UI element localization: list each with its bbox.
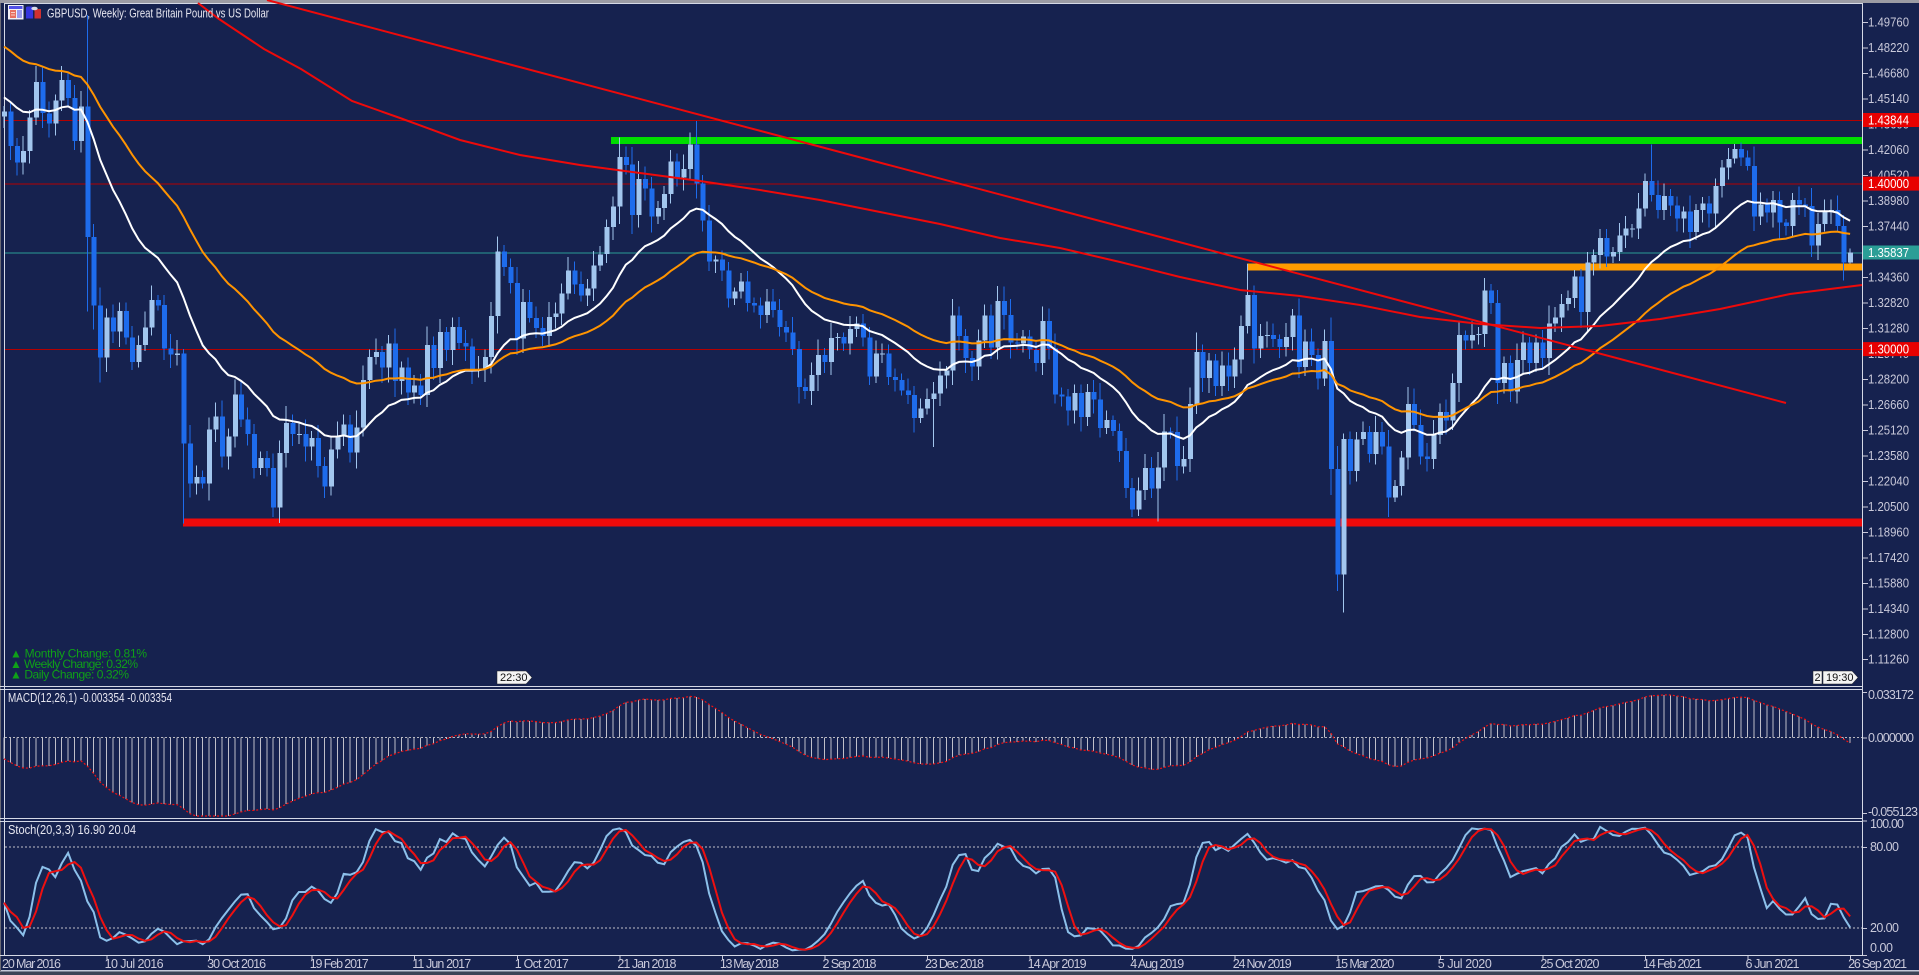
svg-text:19:30: 19:30 [1826, 672, 1854, 684]
svg-text:1 Oct 2017: 1 Oct 2017 [515, 957, 569, 971]
svg-text:1.31280: 1.31280 [1868, 321, 1909, 335]
svg-text:100.00: 100.00 [1870, 817, 1904, 831]
svg-text:1.46680: 1.46680 [1868, 67, 1909, 81]
svg-text:0.000000: 0.000000 [1868, 731, 1914, 745]
svg-text:▲ Weekly Change: 0.32%: ▲ Weekly Change: 0.32% [10, 657, 138, 671]
svg-text:0.00: 0.00 [1870, 941, 1893, 955]
svg-text:24 Nov 2019: 24 Nov 2019 [1233, 957, 1292, 971]
svg-text:1.40000: 1.40000 [1868, 177, 1909, 191]
svg-text:-0.055123: -0.055123 [1868, 805, 1918, 819]
svg-text:25 Oct 2020: 25 Oct 2020 [1540, 957, 1599, 971]
svg-text:6 Jun 2021: 6 Jun 2021 [1746, 957, 1800, 971]
svg-text:11 Jun 2017: 11 Jun 2017 [412, 957, 471, 971]
svg-text:1.11260: 1.11260 [1868, 653, 1909, 667]
svg-text:21 Jan 2018: 21 Jan 2018 [617, 957, 676, 971]
svg-text:22:30: 22:30 [500, 672, 528, 684]
svg-text:14 Apr 2019: 14 Apr 2019 [1028, 957, 1087, 971]
svg-text:1.28200: 1.28200 [1868, 372, 1909, 386]
svg-text:1.30000: 1.30000 [1868, 343, 1909, 357]
svg-text:1.26660: 1.26660 [1868, 398, 1909, 412]
svg-text:GBPUSD, Weekly: Great Britain: GBPUSD, Weekly: Great Britain Pound vs U… [47, 6, 269, 21]
svg-text:1.14340: 1.14340 [1868, 602, 1909, 616]
svg-text:1.34360: 1.34360 [1868, 270, 1909, 284]
svg-text:5 Jul 2020: 5 Jul 2020 [1438, 957, 1492, 971]
svg-text:14 Feb 2021: 14 Feb 2021 [1643, 957, 1702, 971]
svg-text:80.00: 80.00 [1870, 840, 1899, 854]
svg-text:1.23580: 1.23580 [1868, 449, 1909, 463]
svg-text:19 Feb 2017: 19 Feb 2017 [310, 957, 369, 971]
svg-text:1.37440: 1.37440 [1868, 220, 1909, 234]
svg-text:1.20500: 1.20500 [1868, 500, 1909, 514]
svg-text:MACD(12,26,1) -0.003354 -0.003: MACD(12,26,1) -0.003354 -0.003354 [8, 691, 172, 705]
svg-text:1.22040: 1.22040 [1868, 474, 1909, 488]
svg-text:30 Oct 2016: 30 Oct 2016 [207, 957, 266, 971]
svg-text:1.15880: 1.15880 [1868, 576, 1909, 590]
svg-text:20.00: 20.00 [1870, 921, 1899, 935]
svg-text:26 Sep 2021: 26 Sep 2021 [1848, 957, 1907, 971]
svg-text:1.25120: 1.25120 [1868, 423, 1909, 437]
svg-text:10 Jul 2016: 10 Jul 2016 [105, 957, 164, 971]
svg-text:▲ Daily Change: 0.32%: ▲ Daily Change: 0.32% [10, 668, 129, 682]
svg-text:1.49760: 1.49760 [1868, 16, 1909, 30]
svg-text:20 Mar 2016: 20 Mar 2016 [2, 957, 61, 971]
svg-text:1.12800: 1.12800 [1868, 627, 1909, 641]
svg-text:23 Dec 2018: 23 Dec 2018 [925, 957, 984, 971]
svg-text:1.38980: 1.38980 [1868, 194, 1909, 208]
svg-text:1.18960: 1.18960 [1868, 525, 1909, 539]
svg-text:2: 2 [1815, 672, 1821, 684]
svg-text:Stoch(20,3,3) 16.90 20.04: Stoch(20,3,3) 16.90 20.04 [8, 823, 136, 837]
svg-text:1.42060: 1.42060 [1868, 143, 1909, 157]
svg-text:▲ Monthly Change: 0.81%: ▲ Monthly Change: 0.81% [10, 647, 147, 661]
svg-text:1.43844: 1.43844 [1868, 114, 1909, 128]
svg-text:2 Sep 2018: 2 Sep 2018 [823, 957, 877, 971]
svg-text:1.45140: 1.45140 [1868, 92, 1909, 106]
svg-text:1.17420: 1.17420 [1868, 551, 1909, 565]
svg-text:4 Aug 2019: 4 Aug 2019 [1130, 957, 1184, 971]
svg-text:1.35837: 1.35837 [1868, 246, 1909, 260]
svg-text:13 May 2018: 13 May 2018 [720, 957, 779, 971]
svg-text:1.48220: 1.48220 [1868, 41, 1909, 55]
svg-text:0.033172: 0.033172 [1868, 688, 1914, 702]
svg-text:15 Mar 2020: 15 Mar 2020 [1335, 957, 1394, 971]
svg-text:1.32820: 1.32820 [1868, 296, 1909, 310]
